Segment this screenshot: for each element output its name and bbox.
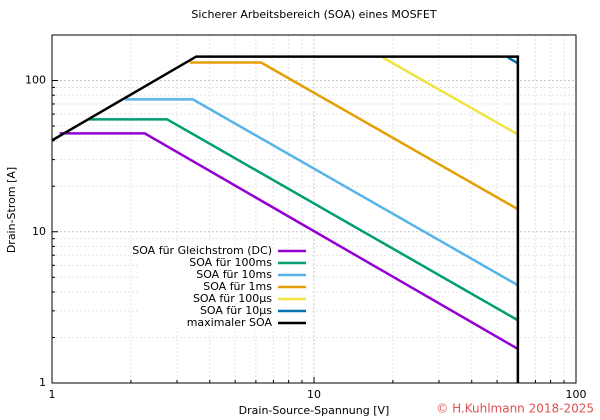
- legend-bg: [140, 317, 310, 329]
- series-line: [87, 118, 519, 322]
- series-line: [189, 61, 519, 211]
- legend-label: SOA für Gleichstrom (DC): [132, 244, 272, 257]
- legend-bg: [140, 257, 310, 269]
- legend-label: SOA für 100µs: [193, 292, 272, 305]
- y-tick-label: 100: [25, 74, 46, 87]
- legend-bg: [140, 269, 310, 281]
- credit: © H.Kuhlmann 2018-2025: [436, 402, 594, 416]
- legend-bg: [140, 245, 310, 257]
- y-tick-label: 1: [39, 376, 46, 389]
- series-line: [51, 55, 520, 383]
- x-tick-label: 1: [49, 388, 56, 401]
- y-tick-label: 10: [32, 225, 46, 238]
- series-line: [59, 132, 519, 351]
- series-line: [125, 98, 519, 287]
- legend-label: maximaler SOA: [187, 316, 273, 329]
- plot-border: [51, 34, 577, 384]
- legend-bg: [140, 281, 310, 293]
- chart-title: Sicherer Arbeitsbereich (SOA) eines MOSF…: [191, 8, 436, 21]
- series-line: [382, 56, 519, 136]
- legend-bg: [140, 293, 310, 305]
- x-tick-label: 10: [307, 388, 321, 401]
- legend-label: SOA für 10µs: [200, 304, 272, 317]
- series-line: [507, 56, 519, 65]
- legend-label: SOA für 10ms: [196, 268, 272, 281]
- y-axis-label: Drain-Strom [A]: [5, 167, 18, 253]
- x-axis-label: Drain-Source-Spannung [V]: [239, 404, 390, 417]
- legend-label: SOA für 100ms: [189, 256, 272, 269]
- legend-bg: [140, 305, 310, 317]
- x-tick-label: 100: [566, 388, 587, 401]
- legend-label: SOA für 1ms: [203, 280, 272, 293]
